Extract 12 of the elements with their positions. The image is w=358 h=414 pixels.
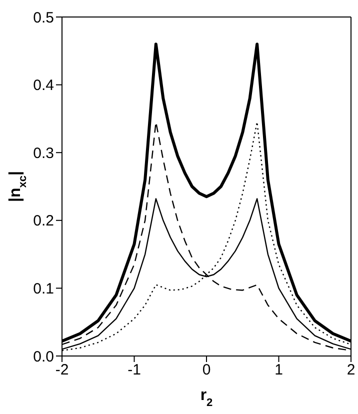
y-tick-label: 0.1	[33, 280, 54, 298]
y-tick-label: 0.2	[33, 212, 54, 230]
y-tick-label: 0.0	[33, 348, 54, 366]
x-tick-label: 1	[274, 362, 283, 379]
x-axis-title: r$_{2}$	[200, 387, 213, 409]
x-tick-label: -1	[128, 362, 141, 379]
x-tick-label: 0	[202, 362, 211, 379]
y-tick-label: 0.5	[33, 9, 54, 26]
x-tick-label: 2	[346, 362, 356, 379]
x-tick-label: -2	[55, 362, 69, 379]
y-tick-label: 0.3	[33, 144, 54, 162]
y-tick-label: 0.4	[33, 77, 54, 94]
